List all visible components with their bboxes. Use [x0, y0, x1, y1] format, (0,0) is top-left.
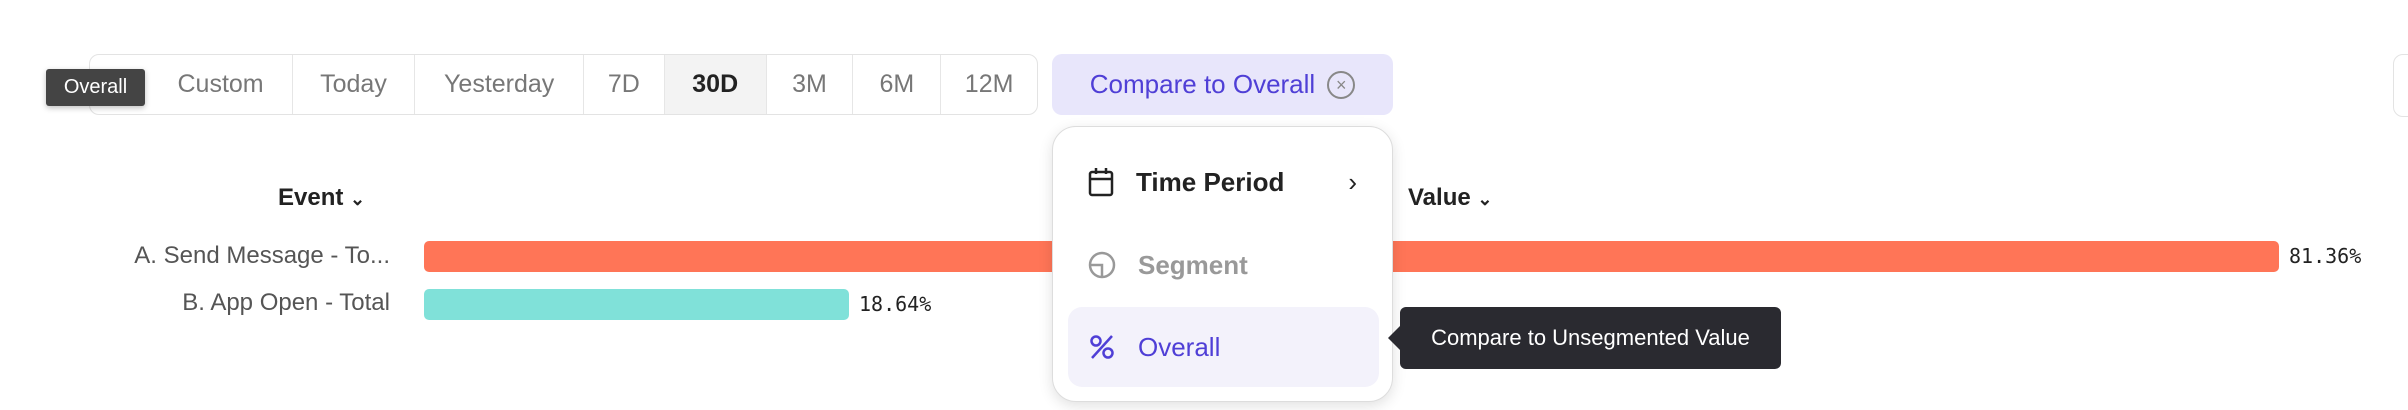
menu-item-overall[interactable]: Overall — [1068, 307, 1379, 387]
row-label: B. App Open - Total — [182, 289, 390, 316]
preset-yesterday[interactable]: Yesterday — [415, 55, 584, 114]
event-column-header[interactable]: Event ⌄ — [278, 184, 365, 212]
menu-item-label: Overall — [1138, 331, 1221, 362]
value-header-label: Value — [1408, 184, 1471, 211]
event-header-label: Event — [278, 184, 344, 211]
bar-value-label: 18.64% — [858, 292, 932, 316]
segment-icon — [1088, 251, 1116, 279]
calendar-icon — [1088, 168, 1114, 197]
right-control[interactable] — [2393, 54, 2408, 117]
row-label: A. Send Message - To... — [134, 242, 390, 269]
percent-icon — [1090, 335, 1114, 359]
menu-item-label: Time Period — [1136, 166, 1285, 197]
chevron-right-icon: › — [1348, 166, 1357, 197]
preset-label: Custom — [177, 70, 264, 98]
bar-value-label: 81.36% — [2289, 244, 2362, 268]
menu-item-time-period[interactable]: Time Period › — [1068, 142, 1379, 222]
date-range-presets: Custom Today Yesterday 7D 30D 3M 6M 12M — [89, 54, 1038, 115]
preset-7d[interactable]: 7D — [584, 55, 665, 114]
overall-tooltip: Overall — [46, 69, 145, 106]
preset-12m[interactable]: 12M — [964, 70, 1014, 98]
compare-dropdown-menu: Time Period › Segment Overall — [1052, 126, 1393, 402]
preset-6m[interactable]: 6M — [853, 55, 942, 114]
menu-item-segment[interactable]: Segment — [1068, 225, 1379, 305]
compare-label: Compare to Overall — [1089, 69, 1316, 99]
preset-today[interactable]: Today — [293, 55, 416, 114]
overall-description-tooltip: Compare to Unsegmented Value — [1388, 307, 1781, 369]
close-circle-icon[interactable]: × — [1327, 70, 1356, 99]
menu-item-label: Segment — [1138, 249, 1248, 280]
chevron-down-icon: ⌄ — [350, 189, 366, 209]
chevron-down-icon: ⌄ — [1477, 189, 1493, 209]
compare-button[interactable]: Compare to Overall × — [1052, 54, 1393, 115]
preset-3m[interactable]: 3M — [767, 55, 854, 114]
value-column-header[interactable]: Value ⌄ — [1408, 184, 1492, 212]
bar-app-open[interactable] — [424, 289, 849, 320]
preset-30d[interactable]: 30D — [664, 55, 767, 114]
preset-custom[interactable]: Custom — [90, 55, 293, 114]
